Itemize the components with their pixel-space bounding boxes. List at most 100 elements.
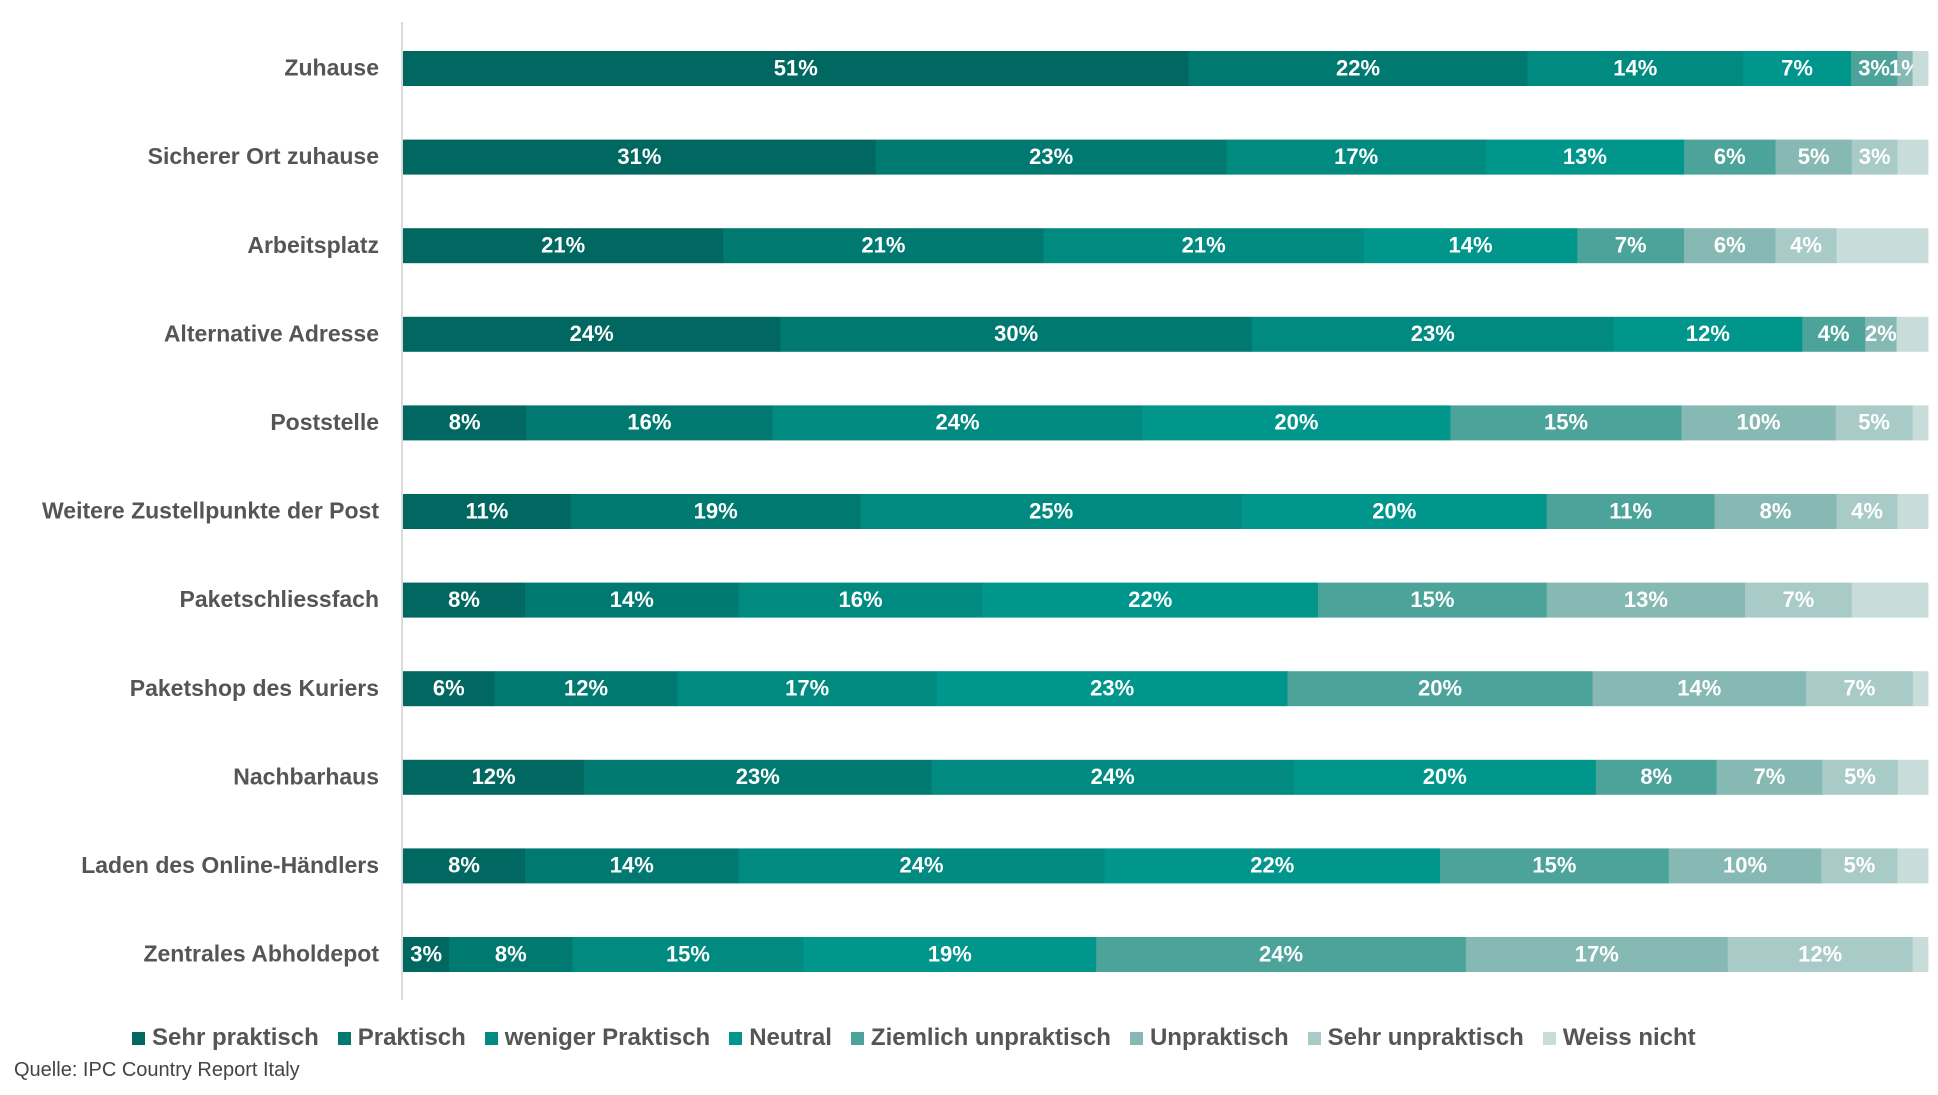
bar-segment <box>1912 405 1929 441</box>
data-label: 16% <box>627 410 671 435</box>
bar-segment <box>526 405 774 441</box>
data-label: 5% <box>1798 144 1830 169</box>
bar-segment <box>525 582 739 618</box>
bar-segment <box>1546 582 1746 618</box>
data-label: 4% <box>1790 233 1822 258</box>
data-label: 22% <box>1250 853 1294 878</box>
data-label: 13% <box>1624 587 1668 612</box>
bar-row: Zentrales Abholdepot 3% 8% 15% 19% 24% 17% 12% <box>143 937 1929 972</box>
legend-swatch <box>1129 1031 1143 1045</box>
data-label: 12% <box>564 676 608 701</box>
data-label: 7% <box>1615 233 1647 258</box>
legend-label: Neutral <box>749 1024 832 1051</box>
data-label: 15% <box>1410 587 1454 612</box>
data-label: 20% <box>1372 498 1416 523</box>
bar-row: Poststelle 8% 16% 24% 20% 15% 10% 5% <box>270 405 1929 441</box>
data-label: 20% <box>1418 676 1462 701</box>
data-label: 20% <box>1423 764 1467 789</box>
bar-segment <box>875 139 1227 175</box>
data-label: 24% <box>570 321 614 346</box>
bar-segment <box>1318 582 1548 618</box>
bar-segment <box>1835 405 1913 441</box>
bar-segment <box>1440 848 1670 884</box>
bar-segment <box>584 759 932 795</box>
bar-segment <box>403 316 781 352</box>
bar-segment <box>1251 316 1614 352</box>
bar-segment <box>1802 316 1866 352</box>
category-label: Arbeitsplatz <box>247 232 379 258</box>
data-label: 5% <box>1843 853 1875 878</box>
data-label: 3% <box>1858 55 1890 80</box>
bar-segment <box>403 494 572 529</box>
category-label: Sicherer Ort zuhause <box>148 143 379 169</box>
bar-segment <box>403 937 450 972</box>
data-label: 14% <box>610 853 654 878</box>
bar-segment <box>1775 228 1837 264</box>
bar-segment <box>1836 494 1898 529</box>
data-label: 11% <box>1609 498 1652 523</box>
legend-label: weniger Praktisch <box>504 1024 711 1051</box>
bar-segment <box>780 316 1253 352</box>
data-label: 19% <box>928 941 972 966</box>
legend-swatch <box>729 1031 743 1045</box>
bar-segment <box>1485 139 1685 175</box>
data-label: 8% <box>449 410 481 435</box>
data-label: 11% <box>465 498 508 523</box>
bar-segment <box>738 582 983 618</box>
bar-segment <box>572 937 804 972</box>
data-label: 4% <box>1851 498 1883 523</box>
data-label: 25% <box>1029 498 1073 523</box>
bar-row: Zuhause 51% 22% 14% 7% 3% 1% <box>284 51 1929 86</box>
data-label: 3% <box>410 941 442 966</box>
data-label: 19% <box>694 498 738 523</box>
bar-segment <box>1546 494 1715 529</box>
data-label: 23% <box>1090 676 1134 701</box>
legend-item: Weiss nicht <box>1542 1024 1696 1052</box>
category-label: Poststelle <box>270 409 379 435</box>
bar-segment <box>494 671 678 707</box>
bar-row: Weitere Zustellpunkte der Post 11% 19% 25% 2… <box>42 494 1929 529</box>
category-label: Nachbarhaus <box>233 763 379 789</box>
bar-segment <box>1897 848 1929 884</box>
bar-segment <box>1912 51 1929 86</box>
bar-segment <box>860 494 1243 529</box>
bar-segment <box>1363 228 1578 264</box>
bar-segment <box>1142 405 1451 441</box>
legend-label: Sehr unpraktisch <box>1327 1024 1524 1051</box>
data-label: 15% <box>1544 410 1588 435</box>
bar-segment <box>1241 494 1548 529</box>
data-label: 24% <box>1091 764 1135 789</box>
data-label: 8% <box>495 941 527 966</box>
legend-label: Sehr praktisch <box>152 1024 319 1051</box>
bar-segment <box>1104 848 1441 884</box>
data-label: 3% <box>1859 144 1891 169</box>
bar-segment <box>1450 405 1682 441</box>
bar-segment <box>1836 228 1929 264</box>
bar-segment <box>1897 494 1929 529</box>
data-label: 15% <box>1532 853 1576 878</box>
bar-segment <box>772 405 1143 441</box>
legend-swatch <box>1542 1031 1556 1045</box>
data-label: 21% <box>861 233 905 258</box>
data-label: 7% <box>1754 764 1786 789</box>
data-label: 8% <box>1760 498 1792 523</box>
bar-segment <box>931 759 1295 795</box>
bar-segment <box>403 582 526 618</box>
data-label: 8% <box>1640 764 1672 789</box>
bar-segment <box>403 139 877 175</box>
data-label: 17% <box>1334 144 1378 169</box>
data-label: 30% <box>994 321 1038 346</box>
legend-item: Unpraktisch <box>1129 1024 1289 1052</box>
category-label: Zuhause <box>284 55 379 81</box>
bar-segment <box>1806 671 1914 707</box>
legend-swatch <box>850 1031 864 1045</box>
legend-swatch <box>337 1031 351 1045</box>
source-note: Quelle: IPC Country Report Italy <box>14 1059 300 1081</box>
bar-segment <box>936 671 1288 707</box>
category-label: Alternative Adresse <box>164 320 379 346</box>
data-label: 8% <box>448 587 480 612</box>
bar-segment <box>1226 139 1487 175</box>
data-label: 6% <box>433 676 465 701</box>
legend-item: Ziemlich unpraktisch <box>850 1024 1111 1052</box>
